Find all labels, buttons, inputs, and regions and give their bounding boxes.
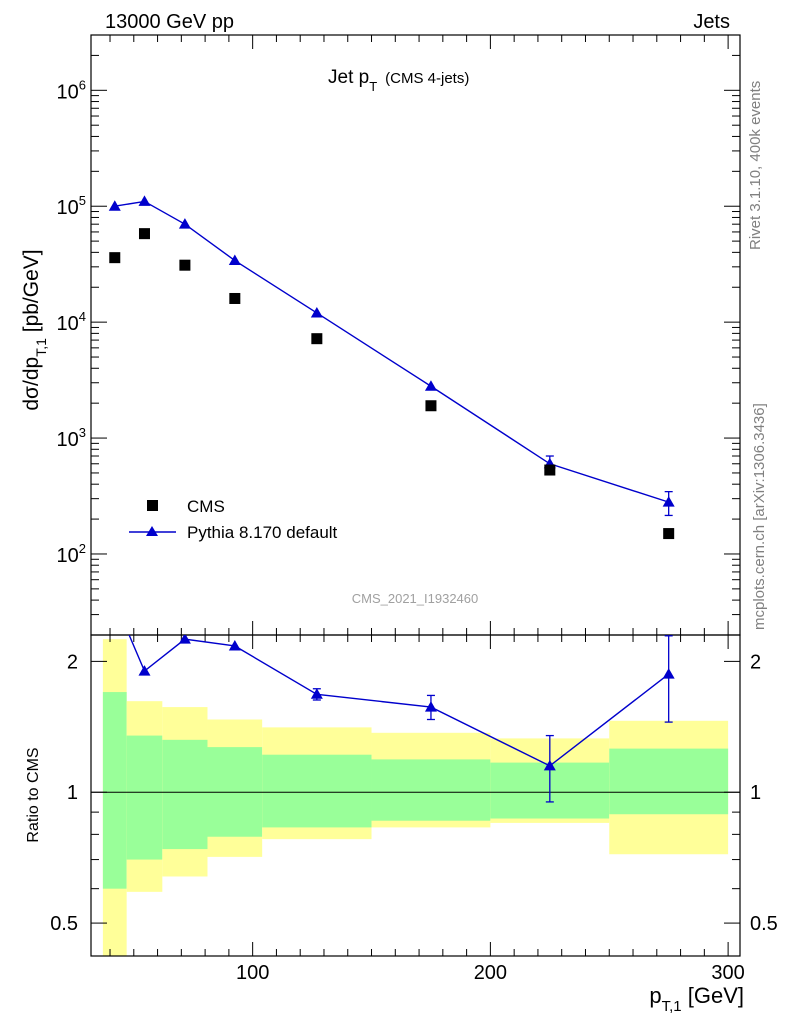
mc-marker-main-4: [310, 306, 323, 318]
band-inner-0: [102, 692, 127, 889]
data-marker-5: [425, 400, 437, 412]
x-tick-label-100: 100: [236, 962, 269, 984]
legend-mc-label: Pythia 8.170 default: [187, 523, 338, 542]
y-tick-label-1e3: 103: [57, 425, 86, 451]
chart-title: Jet pT (CMS 4-jets): [328, 67, 469, 94]
data-marker-0: [109, 252, 121, 264]
y-tick-label-1e4: 104: [57, 309, 86, 335]
watermark: CMS_2021_I1932460: [352, 591, 479, 606]
legend-data-marker: [147, 500, 158, 511]
mc-line-ratio: [128, 635, 670, 767]
mc-marker-ratio-3: [228, 639, 241, 651]
ratio-tick-label-left-1: 1: [67, 782, 78, 804]
mc-marker-main-1: [138, 195, 151, 206]
y-tick-label-1e6: 106: [57, 77, 86, 103]
ratio-bands: [102, 639, 729, 956]
mcplots-label: mcplots.cern.ch [arXiv:1306.3436]: [751, 403, 768, 630]
header-right: Jets: [693, 11, 730, 33]
band-inner-2: [162, 739, 208, 850]
band-inner-5: [371, 759, 491, 821]
axis-ticks: [91, 34, 740, 956]
y-main-axis-title: dσ/dpT,1 [pb/GeV]: [20, 249, 49, 410]
mc-marker-ratio-2: [178, 635, 191, 644]
rivet-label: Rivet 3.1.10, 400k events: [747, 81, 764, 250]
ratio-tick-label-right-0.5: 0.5: [750, 913, 778, 935]
data-marker-6: [544, 464, 556, 476]
y-ratio-axis-title: Ratio to CMS: [25, 747, 42, 842]
data-marker-2: [179, 259, 191, 271]
legend: CMS Pythia 8.170 default: [129, 497, 338, 542]
data-series-main: [109, 228, 675, 540]
ratio-tick-label-right-1: 1: [750, 782, 761, 804]
data-marker-1: [138, 228, 150, 240]
band-inner-7: [609, 748, 729, 815]
x-tick-labels: 100 200 300: [236, 962, 745, 984]
y-main-tick-labels: 102 103 104 105 106: [57, 77, 86, 567]
mc-marker-main-7: [662, 496, 675, 507]
mc-marker-ratio-5: [424, 701, 437, 712]
mc-marker-ratio-4: [310, 688, 323, 699]
mc-marker-main-2: [178, 218, 191, 229]
header-left: 13000 GeV pp: [105, 11, 234, 33]
mc-marker-main-0: [108, 200, 121, 211]
ratio-tick-label-right-2: 2: [750, 651, 761, 673]
data-marker-7: [663, 528, 675, 540]
main-panel-frame: [90, 34, 741, 636]
band-inner-1: [126, 735, 163, 860]
mc-marker-ratio-1: [138, 665, 151, 676]
band-inner-4: [262, 754, 372, 828]
ratio-tick-label-left-0.5: 0.5: [50, 913, 78, 935]
x-axis-title: pT,1 [GeV]: [649, 983, 744, 1015]
ratio-panel-frame: [90, 634, 741, 957]
mc-series-main: [108, 195, 675, 517]
mc-marker-main-3: [228, 254, 241, 266]
legend-mc-marker: [146, 526, 158, 536]
mc-line-main: [114, 200, 669, 503]
data-marker-3: [229, 292, 241, 304]
legend-data-label: CMS: [187, 497, 225, 516]
ratio-tick-label-left-2: 2: [67, 651, 78, 673]
mc-marker-main-5: [424, 380, 437, 391]
data-marker-4: [311, 333, 323, 345]
y-ratio-tick-labels: 0.5 1 2 0.5 1 2: [50, 651, 778, 935]
mc-series-ratio: [128, 635, 675, 803]
x-tick-label-200: 200: [474, 962, 507, 984]
x-tick-label-300: 300: [711, 962, 744, 984]
y-tick-label-1e5: 105: [57, 193, 86, 219]
y-tick-label-1e2: 102: [57, 541, 86, 567]
mc-marker-ratio-7: [662, 668, 675, 679]
mc-marker-ratio-6: [543, 759, 556, 771]
